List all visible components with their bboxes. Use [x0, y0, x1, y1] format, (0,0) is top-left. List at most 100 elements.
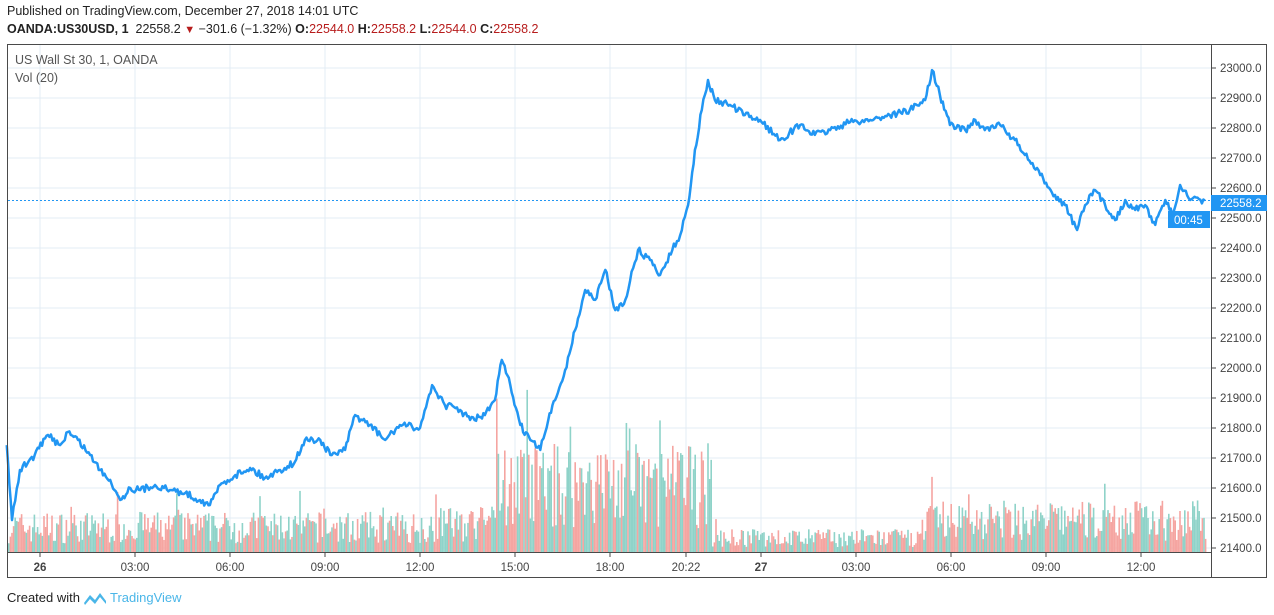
volume-bar: [110, 536, 112, 552]
volume-bar: [916, 531, 919, 552]
volume-bar: [1064, 510, 1066, 552]
volume-bar: [492, 510, 495, 552]
volume-bar: [582, 482, 584, 552]
price-chart[interactable]: 23000.0 22900.0 22800.0 22700.0 22600.0 22500…: [0, 0, 1274, 590]
volume-bar: [920, 533, 922, 552]
volume-bar: [748, 535, 751, 552]
volume-bar: [1188, 526, 1191, 552]
volume-bar: [416, 530, 418, 552]
volume-bar: [1184, 510, 1186, 552]
volume-bar: [977, 529, 980, 552]
volume-bar: [1185, 533, 1188, 552]
volume-bar: [302, 520, 304, 552]
down-triangle-icon: ▼: [184, 24, 196, 36]
volume-bar: [379, 515, 381, 552]
volume-bar: [177, 509, 180, 552]
volume-bar: [779, 543, 781, 552]
volume-bar: [449, 508, 452, 552]
volume-bar: [1128, 534, 1130, 552]
volume-bar: [211, 515, 213, 552]
volume-bar: [467, 522, 469, 552]
volume-bar: [380, 516, 383, 552]
volume-bar: [1099, 530, 1101, 552]
volume-bar: [953, 524, 956, 552]
volume-bar: [881, 538, 884, 552]
volume-bar: [433, 541, 436, 552]
volume-bar: [208, 513, 210, 552]
volume-bar: [899, 535, 901, 552]
volume-bar: [483, 519, 485, 552]
volume-bar: [1155, 534, 1157, 552]
volume-bar: [1118, 517, 1120, 552]
volume-bar: [1129, 512, 1132, 552]
volume-bar: [280, 515, 282, 552]
volume-bar: [1134, 501, 1136, 552]
volume-bar: [961, 507, 964, 552]
volume-bar: [628, 428, 631, 552]
volume-bar: [841, 546, 844, 552]
volume-bar: [888, 532, 890, 552]
x-tick-label: 18:00: [596, 562, 625, 574]
volume-bar: [683, 497, 685, 552]
volume-bar: [921, 519, 924, 552]
volume-bar: [347, 513, 349, 552]
y-tick-label: 23000.0: [1220, 63, 1262, 75]
volume-bar: [83, 521, 85, 552]
volume-bar: [529, 518, 532, 552]
volume-bar: [747, 531, 749, 552]
volume-bar: [830, 541, 832, 552]
volume-bar: [1092, 507, 1095, 552]
volume-bar: [993, 523, 996, 552]
volume-bar: [960, 527, 962, 552]
volume-bar: [104, 529, 106, 552]
x-tick-label: 09:00: [311, 562, 340, 574]
volume-bar: [1062, 534, 1064, 552]
volume-bar: [878, 531, 880, 552]
volume-bar: [59, 515, 61, 552]
volume-bar: [201, 527, 204, 552]
time-axis[interactable]: 26 03:00 06:00 09:00 12:00 15:00 18:00 20:22 27 0…: [34, 553, 1156, 574]
volume-bar: [843, 532, 845, 552]
volume-bar: [1084, 535, 1087, 552]
volume-bars: [8, 389, 1207, 552]
volume-bar: [113, 540, 116, 552]
volume-bar: [824, 538, 826, 552]
volume-bar: [238, 530, 240, 552]
volume-bar: [1067, 515, 1069, 552]
volume-bar: [219, 528, 221, 552]
volume-bar: [507, 506, 509, 552]
volume-bar: [222, 523, 224, 552]
volume-bar: [622, 515, 624, 552]
volume-bar: [172, 517, 175, 552]
y-tick-label: 21800.0: [1220, 423, 1262, 435]
volume-bar: [596, 455, 599, 552]
volume-bar: [193, 535, 196, 552]
volume-bar: [470, 511, 472, 552]
volume-bar: [988, 504, 991, 552]
volume-bar: [1032, 510, 1034, 552]
volume-bar: [976, 510, 978, 552]
volume-bar: [392, 526, 394, 552]
volume-bar: [153, 515, 156, 552]
volume-bar: [584, 514, 586, 552]
volume-bar: [635, 444, 637, 552]
volume-bar: [1164, 540, 1167, 552]
volume-bar: [313, 521, 316, 552]
volume-bar: [923, 539, 925, 552]
volume-bar: [329, 531, 332, 552]
volume-bar: [408, 542, 410, 552]
volume-bar: [468, 514, 471, 552]
price-axis[interactable]: 23000.0 22900.0 22800.0 22700.0 22600.0 22500…: [1211, 63, 1262, 555]
volume-bar: [291, 536, 293, 552]
volume-bar: [456, 511, 458, 552]
tradingview-link[interactable]: TradingView: [109, 590, 182, 605]
volume-bar: [510, 458, 512, 552]
volume-bar: [694, 454, 696, 552]
volume-bar: [318, 512, 320, 552]
volume-bar: [644, 522, 647, 552]
volume-bar: [1176, 539, 1178, 552]
volume-bar: [27, 529, 29, 552]
volume-bar: [315, 523, 317, 552]
volume-bar: [84, 515, 87, 552]
volume-bar: [534, 448, 536, 552]
